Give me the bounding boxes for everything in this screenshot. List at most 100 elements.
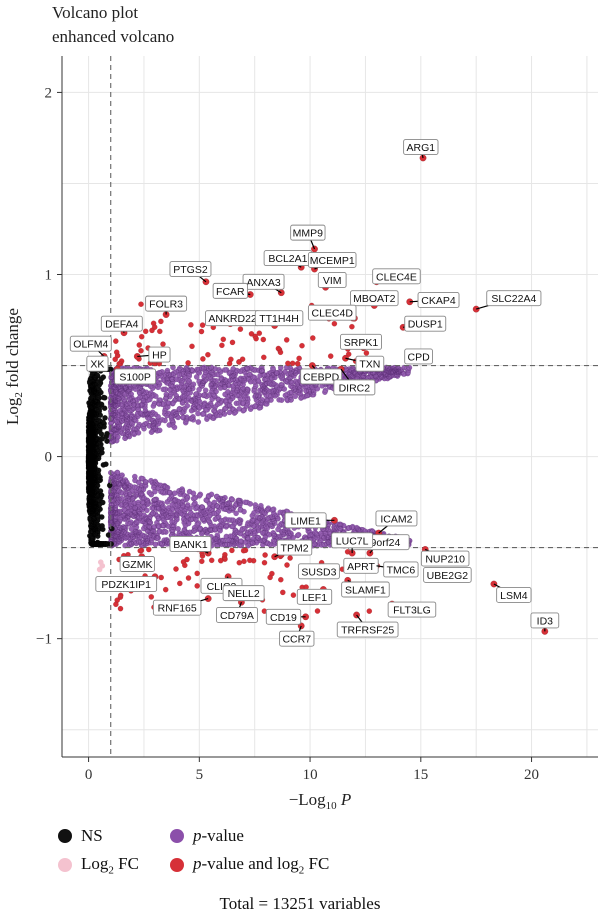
legend-label-ns: NS bbox=[81, 826, 103, 845]
label-lef1: LEF1 bbox=[296, 588, 333, 605]
label-olfm4: OLFM4 bbox=[69, 335, 112, 357]
label-box bbox=[387, 601, 437, 618]
label-box bbox=[114, 368, 157, 385]
label-box bbox=[350, 290, 399, 307]
label-ckap4: CKAP4 bbox=[409, 292, 460, 308]
label-box bbox=[307, 251, 357, 268]
label-text: CLEC4D bbox=[311, 308, 353, 320]
label-cd19: CD19 bbox=[265, 608, 306, 625]
label-text: ICAM2 bbox=[380, 513, 412, 525]
label-mmp9: MMP9 bbox=[290, 224, 326, 250]
legend-swatch-ns bbox=[58, 829, 72, 843]
y-tick-label: 2 bbox=[45, 85, 53, 101]
label-box bbox=[423, 566, 472, 583]
label-text: SLAMF1 bbox=[345, 584, 386, 596]
label-flt3lg: FLT3LG bbox=[387, 601, 437, 618]
label-text: SUSD3 bbox=[301, 566, 336, 578]
label-slamf1: SLAMF1 bbox=[341, 579, 390, 598]
total-variables: Total = 13251 variables bbox=[219, 894, 381, 913]
legend-label-fc: Log2 FC bbox=[81, 854, 139, 877]
label-text: DUSP1 bbox=[408, 319, 443, 331]
label-nup210: NUP210 bbox=[420, 548, 470, 567]
label-arg1: ARG1 bbox=[403, 139, 439, 159]
label-rnf165: RNF165 bbox=[152, 598, 209, 616]
label-luc7l: LUC7L bbox=[331, 532, 374, 554]
label-box bbox=[420, 550, 470, 567]
log2fc-point bbox=[96, 566, 103, 573]
label-box bbox=[404, 315, 447, 332]
label-icam2: ICAM2 bbox=[375, 510, 418, 534]
y-tick-label: −1 bbox=[36, 632, 52, 648]
label-defa4: DEFA4 bbox=[100, 315, 143, 333]
label-cebpd: CEBPD bbox=[300, 365, 343, 385]
label-lime1: LIME1 bbox=[284, 512, 335, 529]
label-box bbox=[530, 612, 560, 629]
label-text: CD79A bbox=[220, 610, 254, 622]
label-text: VIM bbox=[323, 275, 342, 287]
label-box bbox=[212, 282, 248, 299]
label-nell2: NELL2 bbox=[222, 585, 265, 602]
label-box bbox=[297, 563, 340, 580]
label-vim: VIM bbox=[317, 272, 347, 288]
label-txn: TXN bbox=[345, 355, 385, 372]
x-tick-label: 5 bbox=[196, 767, 204, 783]
legend: NS Log2 FC p-value p-value and log2 FC bbox=[58, 826, 578, 886]
label-dirc2: DIRC2 bbox=[333, 368, 376, 396]
label-box bbox=[355, 355, 385, 372]
label-text: BANK1 bbox=[173, 539, 208, 551]
ns-points bbox=[85, 366, 115, 547]
y-tick-label: 1 bbox=[45, 267, 53, 283]
label-box bbox=[169, 536, 212, 552]
x-tick-label: 10 bbox=[303, 767, 318, 783]
label-anxa3: ANXA3 bbox=[242, 273, 285, 294]
label-text: ARG1 bbox=[407, 142, 436, 154]
label-box bbox=[222, 585, 265, 602]
label-id3: ID3 bbox=[530, 612, 560, 632]
label-cpd: CPD bbox=[404, 348, 433, 365]
label-text: MCEMP1 bbox=[310, 255, 355, 267]
label-box bbox=[216, 607, 258, 623]
label-box bbox=[86, 355, 109, 372]
label-text: UBE2G2 bbox=[427, 570, 469, 582]
label-box bbox=[119, 556, 155, 572]
label-text: PTGS2 bbox=[173, 264, 208, 276]
label-text: ID3 bbox=[537, 615, 554, 627]
label-text: GZMK bbox=[122, 559, 152, 571]
label-aprt: APRT bbox=[343, 557, 379, 574]
label-box bbox=[336, 621, 399, 638]
x-tick-label: 15 bbox=[413, 767, 428, 783]
label-tmc6: TMC6 bbox=[376, 561, 419, 578]
label-text: OLFM4 bbox=[73, 339, 108, 351]
label-mboat2: MBOAT2 bbox=[350, 290, 399, 307]
label-text: TT1H4H bbox=[259, 313, 299, 325]
label-box bbox=[404, 348, 433, 365]
label-text: ANXA3 bbox=[246, 277, 281, 289]
label-box bbox=[307, 304, 357, 321]
label-slc22a4: SLC22A4 bbox=[476, 290, 542, 310]
label-box bbox=[331, 532, 374, 549]
label-s100p: S100P bbox=[114, 368, 157, 385]
label-text: FOLR3 bbox=[149, 299, 183, 311]
y-tick-label: 0 bbox=[45, 450, 53, 466]
label-text: TMC6 bbox=[387, 564, 416, 576]
label-box bbox=[254, 310, 304, 327]
label-text: ANKRD22 bbox=[208, 313, 257, 325]
label-text: LIME1 bbox=[290, 515, 321, 527]
label-ptgs2: PTGS2 bbox=[169, 261, 212, 283]
label-mcemp1: MCEMP1 bbox=[307, 251, 357, 270]
label-pdzk1ip1: PDZK1IP1 bbox=[95, 576, 158, 592]
label-tt1h4h: TT1H4H bbox=[254, 310, 304, 327]
label-box bbox=[417, 292, 460, 308]
label-text: APRT bbox=[347, 561, 375, 573]
label-text: FLT3LG bbox=[393, 605, 431, 617]
chart-subtitle: enhanced volcano bbox=[52, 27, 175, 46]
legend-swatch-p bbox=[170, 829, 184, 843]
label-box bbox=[300, 368, 343, 385]
label-lsm4: LSM4 bbox=[493, 583, 532, 603]
legend-item-ns: NS bbox=[58, 826, 103, 846]
label-text: MMP9 bbox=[293, 228, 323, 240]
label-text: NUP210 bbox=[425, 554, 465, 566]
label-box bbox=[145, 295, 188, 312]
label-clec4e: CLEC4E bbox=[372, 268, 421, 285]
label-text: DIRC2 bbox=[339, 382, 371, 394]
